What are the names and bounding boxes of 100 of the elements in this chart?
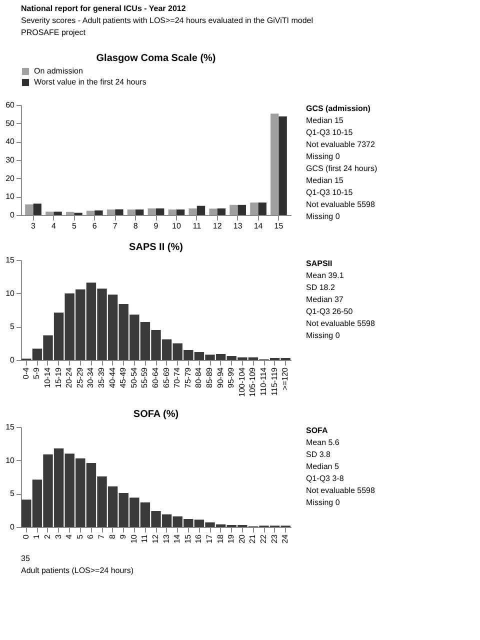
bar (127, 210, 136, 215)
x-tick-label: 21 (248, 534, 258, 544)
bar (148, 208, 156, 215)
bar (54, 212, 62, 215)
text: GCS (first 24 hours) (306, 164, 378, 173)
x-tick-label: 1 (32, 534, 42, 539)
x-tick-label: 30-34 (86, 366, 96, 388)
bar (86, 210, 95, 215)
y-tick-label: 0 (10, 210, 16, 220)
x-tick-label: 18 (216, 534, 225, 544)
bar (250, 202, 258, 215)
y-tick-label: 10 (6, 456, 16, 465)
x-tick-label: 60-64 (151, 366, 160, 388)
y-tick-label: 15 (6, 422, 16, 432)
text: Median 37 (306, 295, 344, 304)
x-tick-label: 5-9 (32, 366, 42, 380)
x-tick-label: 4 (64, 534, 74, 539)
text: Missing 0 (306, 212, 340, 221)
text: Adult patients (LOS>=24 hours) (21, 566, 134, 575)
text: Not evaluable 5598 (306, 200, 376, 209)
x-tick-label: 9 (154, 222, 159, 230)
x-tick-label: 14 (254, 222, 264, 230)
text: Median 15 (306, 176, 344, 185)
x-tick-label: 12 (151, 534, 160, 544)
bar (136, 210, 144, 215)
bar (270, 114, 279, 215)
x-tick-label: 20-24 (64, 366, 74, 388)
x-tick-label: 50-54 (129, 366, 138, 388)
y-tick-label: 0 (10, 522, 16, 532)
text: Q1-Q3 26-50 (306, 307, 354, 316)
text: Not evaluable 5598 (306, 319, 376, 328)
x-tick-label: 105-109 (248, 366, 258, 397)
bar (25, 204, 34, 215)
text: SD 3.8 (306, 450, 332, 459)
x-tick-label: 13 (162, 534, 171, 544)
x-tick-label: 13 (233, 222, 243, 230)
text: Mean 39.1 (306, 271, 344, 280)
x-tick-label: 2 (43, 534, 52, 539)
x-tick-label: 5 (75, 534, 84, 539)
x-tick-label: 10 (129, 534, 138, 544)
bar (115, 209, 124, 215)
x-tick-label: 5 (72, 222, 77, 230)
bar (33, 204, 42, 215)
text: Missing 0 (306, 331, 340, 340)
bar (238, 204, 246, 215)
text: SAPSII (306, 259, 332, 268)
x-tick-label: 8 (108, 534, 117, 539)
x-tick-label: 4 (52, 222, 56, 230)
x-tick-label: 70-74 (172, 366, 182, 388)
x-tick-label: 35-39 (97, 366, 106, 388)
bar (209, 208, 218, 215)
text: Q1-Q3 10-15 (306, 128, 354, 137)
x-tick-label: 23 (270, 534, 279, 544)
x-tick-label: 10 (172, 222, 182, 230)
x-tick-label: 11 (192, 222, 202, 230)
y-tick-label: 40 (6, 137, 16, 146)
x-tick-label: 3 (54, 534, 63, 539)
bar (176, 210, 185, 215)
x-tick-label: 3 (31, 222, 36, 230)
x-tick-label: 115-119 (270, 366, 279, 396)
bar (217, 208, 226, 215)
bar (230, 204, 238, 215)
x-tick-label: 11 (140, 534, 150, 543)
text: 35 (21, 554, 30, 563)
x-tick-label: 110-114 (259, 366, 268, 396)
y-tick-label: 30 (6, 156, 16, 164)
bar (188, 208, 197, 215)
bar (168, 210, 176, 215)
x-tick-label: 24 (280, 534, 290, 544)
x-tick-label: 14 (172, 534, 182, 544)
x-tick-label: 80-84 (194, 366, 204, 388)
x-tick-label: 95-99 (226, 366, 236, 388)
x-tick-label: 10-14 (43, 366, 52, 388)
chart-title: Glasgow Coma Scale (%) (96, 53, 216, 64)
legend-label: Worst value in the first 24 hours (34, 78, 146, 86)
x-tick-label: 0 (21, 534, 30, 539)
text: Median 5 (306, 462, 340, 471)
text: GCS (admission) (306, 104, 371, 113)
x-tick-label: 15 (183, 534, 192, 544)
bar (156, 208, 164, 215)
x-tick-label: 90-94 (216, 366, 225, 388)
bar (66, 212, 74, 215)
bar (196, 206, 206, 215)
x-tick-label: 12 (212, 222, 222, 230)
bar (106, 210, 116, 215)
text: Not evaluable 7372 (306, 140, 376, 149)
y-tick-label: 5 (10, 489, 16, 498)
y-tick-label: 15 (6, 256, 16, 264)
y-tick-label: 50 (6, 118, 16, 128)
legend-label: On admission (34, 66, 83, 76)
x-tick-label: 25-29 (75, 366, 84, 388)
bar (278, 116, 287, 215)
chart-title: SOFA (%) (133, 409, 179, 420)
x-tick-label: 20 (237, 534, 246, 544)
text: Missing 0 (306, 498, 340, 507)
x-tick-label: 85-89 (205, 366, 214, 388)
x-tick-label: 55-59 (140, 366, 150, 388)
y-tick-label: 20 (6, 174, 16, 183)
x-tick-label: 15-19 (54, 366, 63, 388)
x-tick-label: 40-44 (108, 366, 117, 388)
